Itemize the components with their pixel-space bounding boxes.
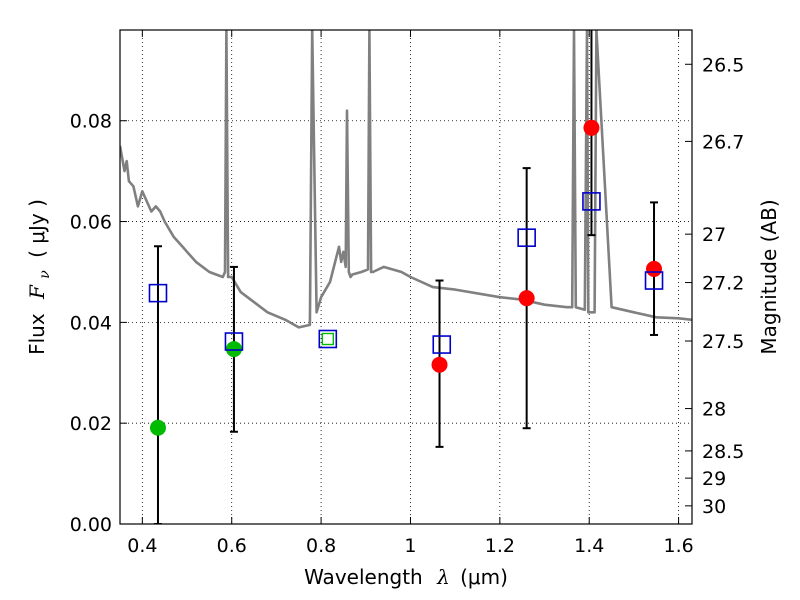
y-tick-label: 0.02: [70, 413, 112, 435]
y-tick-label: 0.04: [70, 312, 112, 334]
data-point-circle: [225, 341, 242, 358]
y-axis-label-symbol: F: [25, 284, 49, 300]
y2-tick-label: 26.7: [702, 131, 744, 153]
y-tick-label: 0.06: [70, 212, 112, 234]
x-tick-label: 1.4: [574, 535, 604, 557]
x-tick-label: 0.4: [127, 535, 157, 557]
y2-tick-label: 28: [702, 399, 726, 421]
y2-tick-label: 27: [702, 224, 726, 246]
y-tick-label: 0.00: [70, 514, 112, 536]
y2-tick-label: 28.5: [702, 441, 744, 463]
x-axis-label-symbol: λ: [436, 565, 450, 589]
data-point-circle: [583, 119, 600, 136]
x-tick-label: 1: [404, 535, 416, 557]
data-point-circle: [518, 290, 535, 307]
plot-area: [120, 30, 692, 524]
y2-tick-label: 27.2: [702, 273, 744, 295]
y-axis-label: Flux F ν ( μJy ): [25, 199, 54, 355]
model-photometry-square: [148, 283, 168, 303]
y2-axis-label: Magnitude (AB): [757, 199, 781, 354]
plot-frame: [119, 29, 693, 525]
y-axis-label-unit: ( μJy ): [25, 199, 49, 258]
y-axis-label-text: Flux: [25, 313, 49, 355]
model-spectrum-line: [120, 30, 692, 329]
model-photometry-square: [644, 271, 664, 290]
data-point-circle: [431, 356, 448, 373]
x-tick-label: 0.8: [306, 535, 336, 557]
y2-tick-label: 29: [702, 468, 726, 490]
grid-lines: [120, 30, 692, 525]
x-tick-label: 1.2: [485, 535, 515, 557]
data-point-circle: [149, 419, 166, 436]
x-axis-label-unit: (μm): [460, 565, 508, 589]
y2-tick-label: 26.5: [702, 54, 744, 76]
y2-tick-label: 27.5: [702, 331, 744, 353]
x-axis-label: Wavelength λ (μm): [304, 565, 508, 589]
data-markers: [148, 119, 664, 436]
model-photometry-square: [432, 335, 452, 354]
y-axis-label-subscript: ν: [37, 270, 53, 279]
model-photometry-square: [517, 228, 536, 247]
data-point-square-small: [321, 332, 334, 346]
y-tick-label: 0.08: [70, 111, 112, 133]
model-photometry-square: [224, 332, 244, 351]
model-photometry-square: [318, 329, 338, 349]
axis-ticks: 0.4 0.6 0.8 1 1.2 1.4 1.6 0.00 0.02 0.04 0.06 0.08 2…: [70, 30, 744, 557]
x-axis-label-text: Wavelength: [304, 565, 423, 589]
x-tick-label: 0.6: [217, 535, 247, 557]
model-spectrum: [120, 30, 692, 329]
data-point-circle: [646, 260, 663, 277]
y2-tick-label: 30: [702, 496, 726, 518]
model-photometry-square: [582, 192, 601, 211]
x-tick-label: 1.6: [663, 535, 693, 557]
